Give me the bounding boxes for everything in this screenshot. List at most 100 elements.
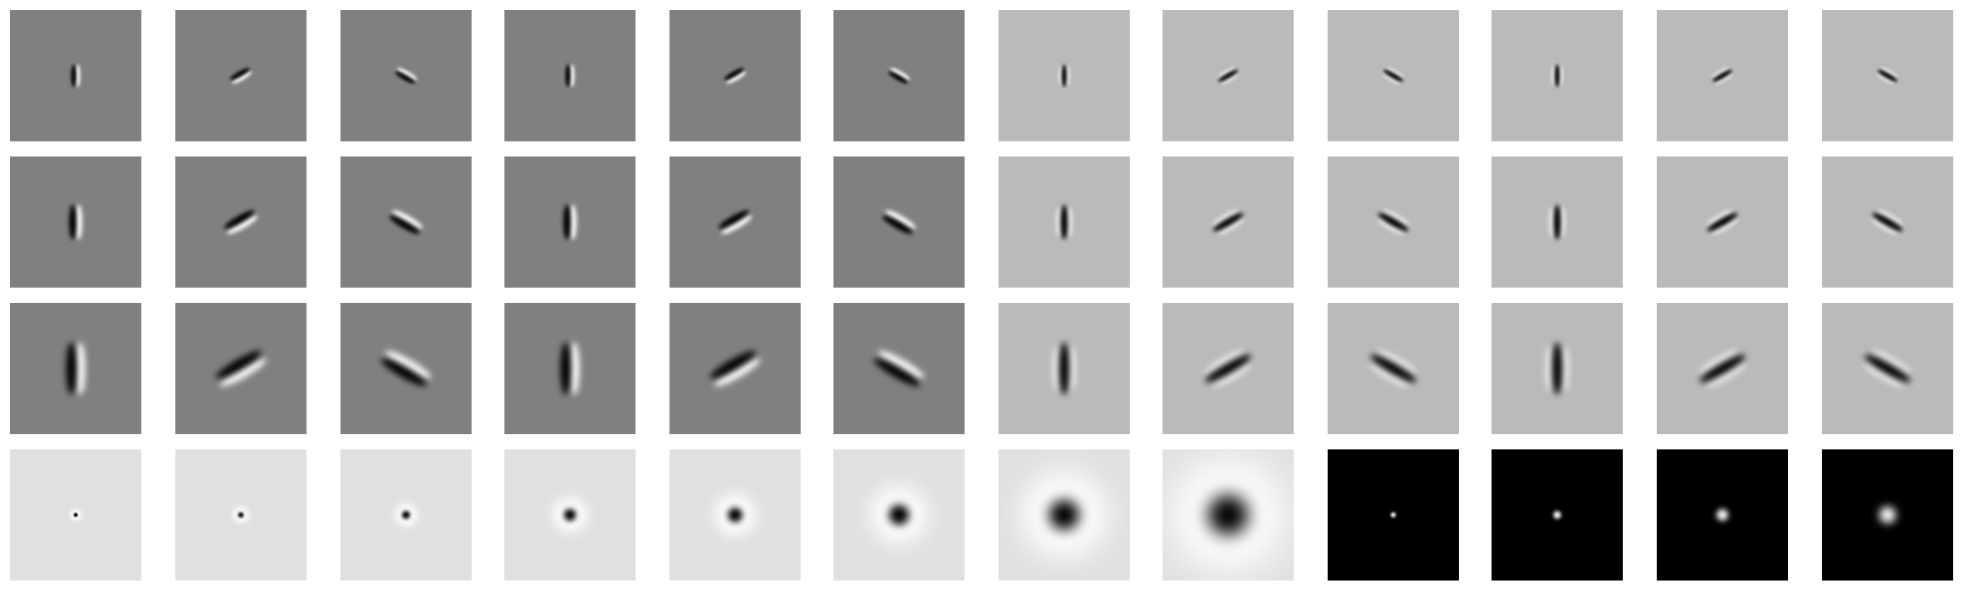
filter-kernel [1212, 209, 1244, 235]
filter-tile [10, 302, 142, 435]
kernel-negative [1554, 64, 1560, 87]
filter-kernel [224, 210, 258, 235]
kernel-positive [1560, 346, 1569, 391]
kernel-positive [569, 342, 580, 395]
kernel-negative [389, 215, 420, 235]
kernel-negative [1060, 204, 1068, 240]
kernel-positive [397, 67, 417, 80]
filter-kernel [215, 350, 266, 387]
filter-kernel [1052, 342, 1076, 395]
kernel-positive [885, 210, 916, 229]
filter-tile [504, 449, 636, 581]
kernel-positive [1877, 73, 1895, 84]
filter-kernel [1370, 350, 1417, 387]
kernel-negative [380, 358, 427, 387]
filter-tile [833, 10, 965, 142]
filter-kernel [230, 67, 252, 84]
kernel-negative [724, 67, 744, 80]
kernel-negative [69, 204, 77, 240]
filter-tile [1162, 302, 1294, 435]
kernel-positive [1066, 207, 1073, 238]
filter-tile [833, 156, 965, 288]
filter-kernel [1204, 350, 1252, 387]
filter-kernel [1217, 67, 1239, 84]
kernel-positive [220, 358, 266, 387]
kernel-positive [1712, 218, 1738, 235]
kernel-positive [75, 64, 81, 87]
filter-kernel [718, 210, 752, 235]
filter-tile [1162, 10, 1294, 142]
filter-tile [1656, 156, 1789, 288]
kernel-positive [1377, 350, 1417, 374]
filter-kernel [1706, 209, 1738, 235]
kernel-negative [1212, 212, 1244, 232]
kernel-positive [726, 71, 746, 84]
kernel-negative [560, 342, 571, 395]
kernel-positive [721, 215, 752, 235]
kernel-positive [1558, 66, 1563, 86]
kernel-negative [230, 67, 250, 80]
kernel-positive [1545, 346, 1554, 391]
kernel-positive [1217, 67, 1235, 78]
filter-tile [669, 449, 801, 581]
kernel-negative [1059, 342, 1070, 395]
log-center [1208, 494, 1249, 535]
filter-tile [1491, 302, 1623, 435]
kernel-negative [718, 210, 749, 229]
kernel-positive [1699, 350, 1739, 374]
filter-tile [1491, 156, 1623, 288]
filter-tile [1821, 302, 1954, 435]
filter-tile [1327, 302, 1459, 435]
filter-kernel [69, 204, 83, 240]
kernel-negative [710, 350, 756, 379]
filter-tile [504, 156, 636, 288]
kernel-negative [1205, 354, 1252, 383]
kernel-positive [1871, 350, 1911, 374]
filter-tile [1327, 156, 1459, 288]
kernel-positive [1551, 66, 1556, 86]
kernel-negative [1699, 354, 1746, 383]
filter-kernel [563, 204, 577, 240]
filter-tile [175, 156, 307, 288]
kernel-positive [1864, 363, 1904, 387]
filter-tile [340, 156, 472, 288]
filter-kernel [395, 67, 417, 84]
kernel-negative [215, 350, 262, 379]
kernel-negative [395, 71, 415, 84]
filter-kernel [560, 342, 580, 395]
kernel-positive [1712, 67, 1729, 78]
kernel-negative [1877, 69, 1898, 82]
filter-kernel [882, 210, 916, 235]
kernel-positive [1204, 350, 1244, 374]
filter-tile [998, 302, 1130, 435]
filter-tile [1821, 10, 1954, 142]
filter-kernel [1712, 67, 1733, 84]
log-center [402, 510, 411, 519]
gaussian-blob [1553, 511, 1561, 519]
kernel-negative [1707, 212, 1738, 232]
filter-kernel [1377, 209, 1409, 235]
kernel-negative [1872, 212, 1903, 232]
filter-kernel [1383, 67, 1404, 84]
kernel-positive [1383, 73, 1400, 84]
kernel-positive [74, 342, 86, 395]
filter-kernel [1549, 204, 1566, 240]
kernel-positive [569, 64, 575, 87]
kernel-positive [1871, 218, 1898, 235]
filter-kernel [1551, 64, 1563, 87]
kernel-positive [1706, 363, 1746, 387]
kernel-negative [565, 64, 571, 87]
filter-tile [1656, 10, 1789, 142]
kernel-positive [1880, 67, 1898, 78]
kernel-negative [71, 64, 77, 87]
filter-kernel [724, 67, 746, 84]
filter-tile [340, 449, 472, 581]
filter-tile [504, 302, 636, 435]
kernel-positive [878, 350, 925, 379]
kernel-negative [873, 358, 920, 387]
filter-tile [1656, 449, 1789, 581]
kernel-positive [1058, 66, 1063, 86]
kernel-positive [1052, 346, 1061, 391]
kernel-negative [882, 215, 913, 235]
